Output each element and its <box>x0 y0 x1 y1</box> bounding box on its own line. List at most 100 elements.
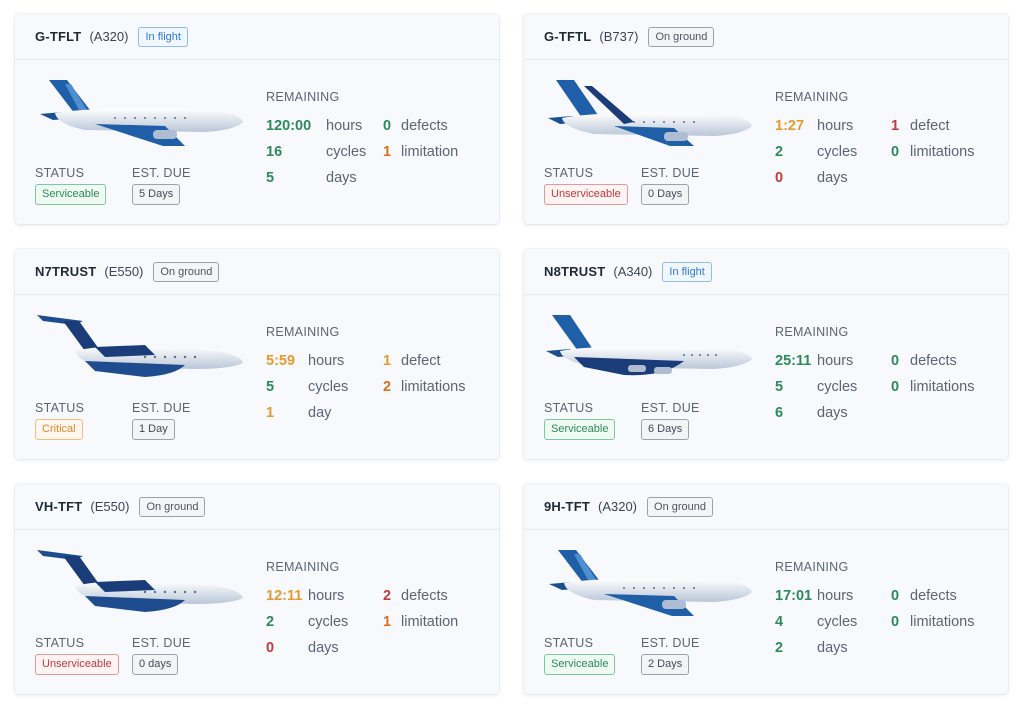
due-badge: 2 Days <box>641 654 690 675</box>
cycles-value: 5 <box>775 379 784 395</box>
defects-value: 1 <box>383 353 392 369</box>
defects-unit: defects <box>910 588 957 604</box>
limitations-value: 1 <box>383 144 392 160</box>
aircraft-card[interactable]: N8TRUST (A340) In flight STATUS EST. DUE… <box>524 249 1008 459</box>
airliner-icon <box>548 80 752 146</box>
aircraft-model: (B737) <box>599 29 639 44</box>
aircraft-card[interactable]: 9H-TFT (A320) On ground STATUS EST. DUE … <box>524 484 1008 694</box>
flight-state-badge: On ground <box>153 261 220 282</box>
due-badge: 6 Days <box>641 419 690 440</box>
aircraft-model: (E550) <box>90 499 130 514</box>
cycles-unit: cycles <box>308 379 349 395</box>
defects-value: 0 <box>891 353 900 369</box>
limitations-value: 1 <box>383 614 392 630</box>
days-unit: days <box>326 170 357 186</box>
days-value: 0 <box>266 640 275 656</box>
registration: VH-TFT <box>35 499 83 514</box>
days-unit: days <box>817 170 848 186</box>
status-badge: Serviceable <box>544 654 616 675</box>
hours-value: 120:00 <box>266 118 312 134</box>
defects-value: 1 <box>891 118 900 134</box>
hours-unit: hours <box>308 588 345 604</box>
defects-unit: defect <box>401 353 441 369</box>
due-badge: 0 Days <box>641 184 690 205</box>
days-unit: day <box>308 405 332 421</box>
limitations-unit: limitations <box>910 144 975 160</box>
cycles-unit: cycles <box>308 614 349 630</box>
cycles-unit: cycles <box>817 144 858 160</box>
flight-state-badge: In flight <box>138 26 188 47</box>
limitations-unit: limitations <box>401 379 466 395</box>
days-value: 2 <box>775 640 784 656</box>
days-value: 6 <box>775 405 784 421</box>
hours-unit: hours <box>817 353 854 369</box>
limitations-unit: limitations <box>910 614 975 630</box>
remaining-label: REMAINING <box>266 560 340 574</box>
flight-state-badge: On ground <box>647 496 713 517</box>
limitations-value: 0 <box>891 379 900 395</box>
aircraft-model: (A320) <box>597 499 638 514</box>
defects-unit: defect <box>910 118 950 134</box>
cycles-value: 2 <box>775 144 784 160</box>
flight-state-badge: On ground <box>139 496 206 517</box>
hours-unit: hours <box>817 118 854 134</box>
status-label: STATUS <box>544 166 594 180</box>
registration: G-TFTL <box>544 29 592 44</box>
status-label: STATUS <box>35 401 85 415</box>
status-badge: Unserviceable <box>544 184 628 205</box>
days-value: 0 <box>775 170 784 186</box>
hours-value: 17:01 <box>775 588 813 604</box>
cycles-value: 4 <box>775 614 784 630</box>
card-header: VH-TFT (E550) On ground <box>15 484 499 530</box>
cycles-unit: cycles <box>817 614 858 630</box>
business-jet-icon <box>37 550 243 612</box>
aircraft-model: (A340) <box>613 264 653 279</box>
card-header: 9H-TFT (A320) On ground <box>524 484 1008 530</box>
airliner-icon <box>549 550 752 616</box>
aircraft-card[interactable]: VH-TFT (E550) On ground STATUS EST. DUE … <box>15 484 499 694</box>
cycles-value: 5 <box>266 379 275 395</box>
airliner-icon <box>546 315 752 376</box>
defects-unit: defects <box>910 353 957 369</box>
due-badge: 5 Days <box>132 184 181 205</box>
est-due-label: EST. DUE <box>132 166 191 180</box>
defects-unit: defects <box>401 118 448 134</box>
cycles-value: 16 <box>266 144 283 160</box>
limitations-value: 0 <box>891 144 900 160</box>
aircraft-card[interactable]: N7TRUST (E550) On ground STATUS EST. DUE… <box>15 249 499 459</box>
hours-value: 5:59 <box>266 353 296 369</box>
aircraft-card[interactable]: G-TFTL (B737) On ground STATUS EST. DUE … <box>524 14 1008 224</box>
remaining-label: REMAINING <box>775 560 849 574</box>
days-unit: days <box>817 640 848 656</box>
status-badge: Critical <box>35 419 83 440</box>
due-badge: 1 Day <box>132 419 175 440</box>
cycles-value: 2 <box>266 614 275 630</box>
flight-state-badge: On ground <box>648 26 715 47</box>
limitations-unit: limitations <box>910 379 975 395</box>
hours-value: 1:27 <box>775 118 805 134</box>
defects-value: 0 <box>383 118 392 134</box>
hours-value: 12:11 <box>266 588 303 604</box>
card-header: G-TFTL (B737) On ground <box>524 14 1008 60</box>
status-label: STATUS <box>35 636 85 650</box>
airliner-icon <box>40 80 243 146</box>
defects-value: 0 <box>891 588 900 604</box>
limitations-unit: limitation <box>401 144 459 160</box>
cycles-unit: cycles <box>817 379 858 395</box>
est-due-label: EST. DUE <box>641 636 700 650</box>
status-badge: Serviceable <box>35 184 107 205</box>
hours-unit: hours <box>326 118 363 134</box>
remaining-label: REMAINING <box>266 325 340 339</box>
card-header: N7TRUST (E550) On ground <box>15 249 499 295</box>
limitations-value: 0 <box>891 614 900 630</box>
business-jet-icon <box>37 315 243 377</box>
registration: N7TRUST <box>35 264 97 279</box>
cycles-unit: cycles <box>326 144 367 160</box>
remaining-label: REMAINING <box>775 325 849 339</box>
status-label: STATUS <box>35 166 85 180</box>
remaining-label: REMAINING <box>266 90 340 104</box>
aircraft-card[interactable]: G-TFLT (A320) In flight STATUS EST. DUE … <box>15 14 499 224</box>
defects-value: 2 <box>383 588 392 604</box>
hours-unit: hours <box>308 353 345 369</box>
days-value: 5 <box>266 170 275 186</box>
